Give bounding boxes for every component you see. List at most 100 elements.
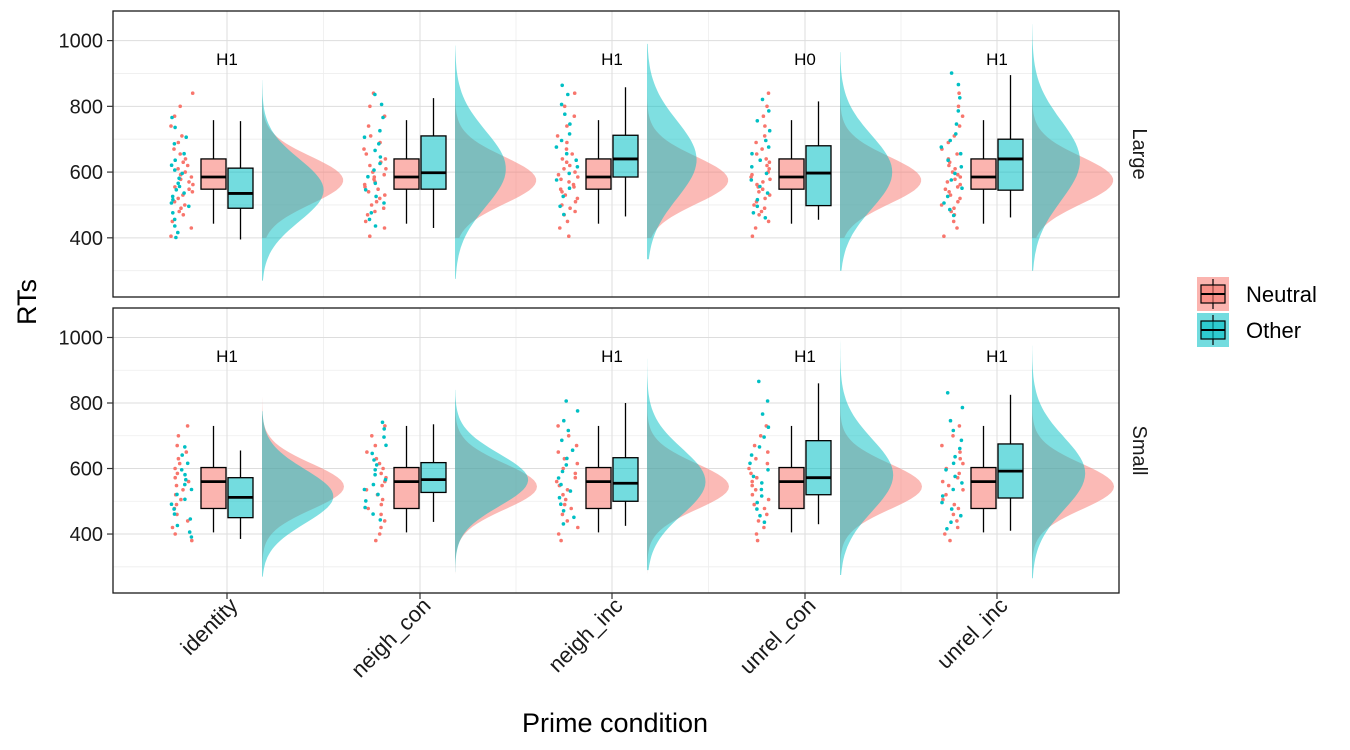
neutral-point — [952, 206, 956, 210]
neutral-point — [562, 104, 567, 109]
other-point — [567, 132, 572, 136]
other-point — [757, 445, 762, 449]
other-point — [758, 513, 762, 518]
other-point — [173, 125, 177, 130]
neutral-point — [764, 157, 768, 161]
other-point — [373, 224, 378, 228]
other-point — [363, 505, 367, 510]
other-point — [560, 83, 564, 88]
other-point — [764, 138, 768, 143]
neutral-point — [181, 160, 185, 164]
neutral-point — [961, 461, 965, 466]
other-boxplot-neigh_inc — [612, 87, 639, 217]
neutral-point — [762, 206, 767, 210]
neutral-point — [573, 475, 578, 480]
neutral-point — [947, 163, 951, 168]
neutral-point — [562, 167, 566, 171]
neutral-boxplot-neigh_con — [393, 120, 420, 224]
neutral-point — [556, 424, 560, 428]
neutral-point — [380, 497, 385, 502]
neutral-point — [573, 199, 578, 204]
neutral-point — [381, 206, 386, 210]
other-point — [182, 191, 186, 195]
other-point — [373, 472, 377, 477]
other-density-neigh_inc — [647, 43, 697, 260]
legend-key-neutral — [1197, 277, 1229, 311]
other-point — [564, 463, 569, 467]
x-tick-label: unrel_con — [735, 593, 821, 679]
other-point — [560, 438, 564, 443]
other-density-unrel_inc — [1032, 24, 1080, 271]
other-point — [173, 168, 177, 172]
other-point — [954, 132, 958, 136]
neutral-point — [374, 199, 379, 204]
y-tick-label: 600 — [70, 459, 103, 481]
neutral-point — [180, 134, 184, 138]
neutral-point — [190, 538, 194, 543]
x-tick-label: unrel_inc — [932, 593, 1013, 674]
neutral-point — [565, 519, 570, 523]
other-density-identity — [262, 411, 334, 577]
other-point — [951, 428, 956, 433]
neutral-point — [946, 483, 951, 488]
other-point — [760, 97, 765, 102]
neutral-point — [556, 172, 561, 177]
neutral-point — [556, 532, 561, 536]
other-point — [960, 405, 965, 410]
neutral-point — [576, 175, 580, 179]
other-point — [561, 509, 566, 513]
other-point — [169, 502, 174, 507]
neutral-point — [757, 213, 761, 217]
neutral-point — [761, 180, 765, 184]
neutral-point — [186, 479, 191, 484]
legend-label: Other — [1246, 318, 1301, 343]
neutral-point — [190, 190, 195, 194]
other-point — [382, 201, 386, 205]
other-density-unrel_inc — [1032, 345, 1086, 579]
other-point — [172, 512, 177, 516]
other-point — [750, 165, 754, 169]
neutral-point — [958, 182, 962, 187]
y-tick-label: 1000 — [59, 31, 104, 53]
neutral-point — [559, 538, 563, 543]
other-point — [554, 178, 559, 182]
neutral-point — [960, 114, 965, 118]
other-point — [760, 412, 765, 416]
other-point — [381, 115, 385, 120]
neutral-point — [173, 532, 177, 536]
other-point — [560, 469, 565, 474]
neutral-point — [373, 443, 378, 448]
neutral-point — [566, 434, 571, 438]
other-point — [174, 188, 179, 192]
x-tick-label: neigh_inc — [543, 593, 627, 677]
neutral-point — [752, 443, 757, 448]
neutral-point — [362, 182, 367, 187]
neutral-point — [763, 196, 767, 201]
neutral-point — [377, 461, 382, 466]
y-axis-title: RTs — [12, 279, 42, 325]
neutral-point — [956, 104, 961, 109]
neutral-point — [174, 483, 179, 488]
other-point — [561, 522, 566, 526]
hypothesis-label: H1 — [216, 347, 238, 366]
neutral-point — [765, 461, 770, 466]
neutral-point — [170, 525, 175, 530]
other-point — [175, 523, 180, 528]
facet-strip-label: Large — [1128, 128, 1150, 179]
neutral-point — [768, 177, 772, 182]
neutral-point — [755, 538, 760, 543]
other-point — [954, 122, 959, 126]
neutral-point — [766, 219, 771, 224]
other-point — [946, 158, 950, 162]
other-point — [958, 446, 962, 451]
other-point — [948, 207, 952, 212]
neutral-point — [569, 506, 573, 511]
other-point — [378, 518, 383, 522]
neutral-point — [762, 134, 767, 138]
other-point — [561, 194, 565, 199]
facet-small: H1 H1 H1 H1 400 600 800 1000 Small — [59, 307, 1150, 594]
neutral-point — [573, 209, 577, 214]
neutral-point — [176, 167, 180, 171]
neutral-point — [177, 461, 182, 466]
other-point — [363, 188, 368, 192]
